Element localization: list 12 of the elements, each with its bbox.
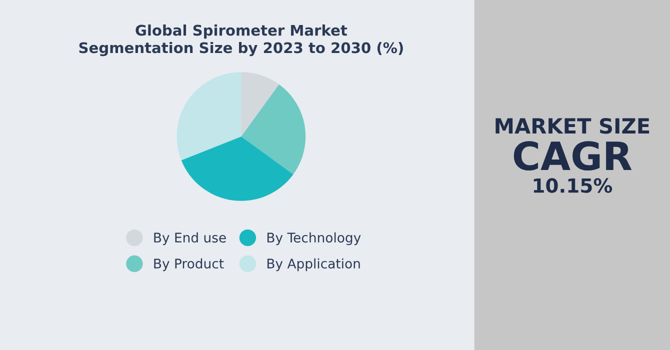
- pie-slice: [176, 72, 242, 160]
- pie-slice: [241, 84, 306, 174]
- legend-label: By Product: [154, 258, 224, 272]
- legend-label: By End use: [154, 232, 226, 246]
- chart-title: Global Spirometer Market Segmentation Size by 2023 to 2030 (%): [79, 24, 403, 56]
- pie-slice: [181, 136, 294, 201]
- pie-slice: [241, 72, 280, 136]
- legend-label: By Application: [267, 258, 360, 272]
- text: CAGR: [514, 141, 632, 171]
- text: 10.15%: [534, 178, 612, 193]
- legend-label: By Technology: [267, 232, 361, 246]
- text: MARKET SIZE: [496, 118, 650, 134]
